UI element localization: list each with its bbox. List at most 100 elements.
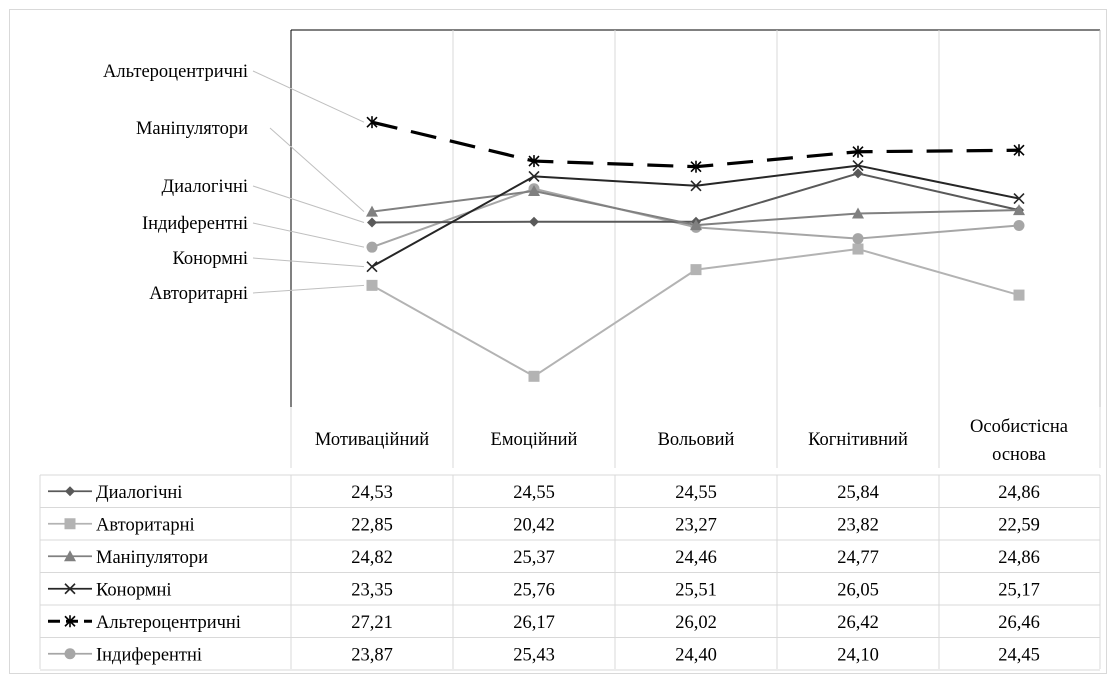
data-label: 24,55: [513, 483, 555, 503]
marker-triangle: [852, 207, 864, 219]
data-label: 23,35: [351, 580, 393, 600]
marker-circle: [366, 241, 378, 253]
marker-square: [852, 243, 864, 255]
data-label: 24,86: [998, 548, 1040, 568]
leader-line: [252, 257, 365, 268]
legend-key: [48, 486, 92, 497]
data-label: 26,42: [837, 613, 879, 633]
legend-label: Диалогічні: [96, 483, 182, 503]
data-label: 22,59: [998, 515, 1040, 535]
marker-x-stroke: [852, 160, 864, 172]
data-label: 24,46: [675, 548, 717, 568]
marker-diamond: [853, 168, 863, 179]
series-line: [371, 172, 1020, 224]
data-label: 22,85: [351, 515, 393, 535]
marker-square: [1013, 289, 1025, 301]
marker-star: [528, 155, 540, 168]
leader-line: [252, 70, 365, 123]
series-line: [371, 164, 1020, 268]
annotation-label: Маніпулятори: [136, 119, 248, 139]
series-line: [371, 120, 1020, 169]
legend-key: [48, 615, 92, 628]
marker-square: [366, 279, 378, 291]
data-label: 25,84: [837, 483, 879, 503]
marker-star: [366, 116, 378, 129]
series-2: [366, 243, 1025, 382]
data-label: 20,42: [513, 515, 555, 535]
grid: [290, 30, 1101, 468]
marker-x-stroke: [528, 170, 540, 182]
marker-x: [852, 160, 864, 172]
marker-triangle: [1013, 204, 1025, 216]
marker-star: [852, 145, 864, 158]
data-label: 24,77: [837, 548, 879, 568]
data-label: 24,40: [675, 645, 717, 665]
leader-line: [252, 185, 365, 223]
legend-label: Конормні: [96, 580, 172, 600]
data-table: Мотиваційний Емоційний Вольовий Когнітивний…: [39, 417, 1101, 671]
marker-x: [64, 583, 76, 595]
leader-line: [252, 284, 365, 294]
annotation-label: Диалогічні: [162, 177, 248, 197]
marker-circle: [852, 233, 864, 245]
annotation-label: Індиферентні: [142, 214, 248, 234]
data-label: 26,02: [675, 613, 717, 633]
data-label: 25,51: [675, 580, 717, 600]
marker-square: [690, 264, 702, 276]
marker-x-stroke: [64, 583, 76, 595]
series-4: [366, 160, 1025, 273]
data-label: 24,45: [998, 645, 1040, 665]
annotation-labels: Альтероцентричні Маніпулятори Диалогічні Ін…: [103, 62, 248, 304]
data-label: 23,87: [351, 645, 393, 665]
data-label: 23,27: [675, 515, 717, 535]
marker-circle: [64, 648, 76, 660]
annotation-label: Авторитарні: [149, 284, 248, 304]
x-tick-label: Когнітивний: [808, 430, 908, 450]
data-label: 24,55: [675, 483, 717, 503]
marker-x-stroke: [366, 261, 378, 273]
annotation-label: Конормні: [172, 249, 248, 269]
series-1: [367, 168, 1024, 228]
chart-frame: [9, 9, 1107, 674]
marker-x: [366, 261, 378, 273]
legend-label: Маніпулятори: [96, 548, 208, 568]
data-label: 26,17: [513, 613, 555, 633]
x-tick-label-line2: основа: [992, 445, 1046, 465]
data-label: 24,10: [837, 645, 879, 665]
legend-key: [48, 583, 92, 595]
marker-diamond: [367, 217, 377, 228]
marker-circle: [1013, 219, 1025, 231]
marker-triangle: [528, 185, 540, 197]
x-tick-label: Вольовий: [658, 430, 735, 450]
marker-x: [690, 180, 702, 192]
chart-border: [9, 9, 1107, 674]
legend-label: Альтероцентричні: [96, 613, 241, 633]
marker-square: [528, 370, 540, 382]
x-tick-label: Мотиваційний: [315, 430, 429, 450]
annotation-label: Альтероцентричні: [103, 62, 248, 82]
legend-key: [48, 518, 92, 530]
legend-label: Авторитарні: [96, 515, 195, 535]
legend-key: [48, 648, 92, 660]
data-label: 26,46: [998, 613, 1040, 633]
series-3: [366, 185, 1025, 231]
data-label: 25,17: [998, 580, 1040, 600]
data-label: 25,76: [513, 580, 555, 600]
data-label: 23,82: [837, 515, 879, 535]
data-label: 26,05: [837, 580, 879, 600]
marker-triangle: [366, 205, 378, 217]
marker-star: [690, 160, 702, 173]
marker-x: [528, 170, 540, 182]
marker-square: [64, 518, 76, 530]
marker-star: [64, 615, 76, 628]
annotation-leaders: [252, 70, 365, 294]
leader-line: [252, 222, 365, 248]
data-label: 24,53: [351, 483, 393, 503]
marker-x-stroke: [1013, 192, 1025, 205]
marker-star: [1013, 144, 1025, 157]
data-label: 25,43: [513, 645, 555, 665]
marker-x: [1013, 192, 1025, 205]
data-label: 25,37: [513, 548, 555, 568]
data-label: 24,86: [998, 483, 1040, 503]
